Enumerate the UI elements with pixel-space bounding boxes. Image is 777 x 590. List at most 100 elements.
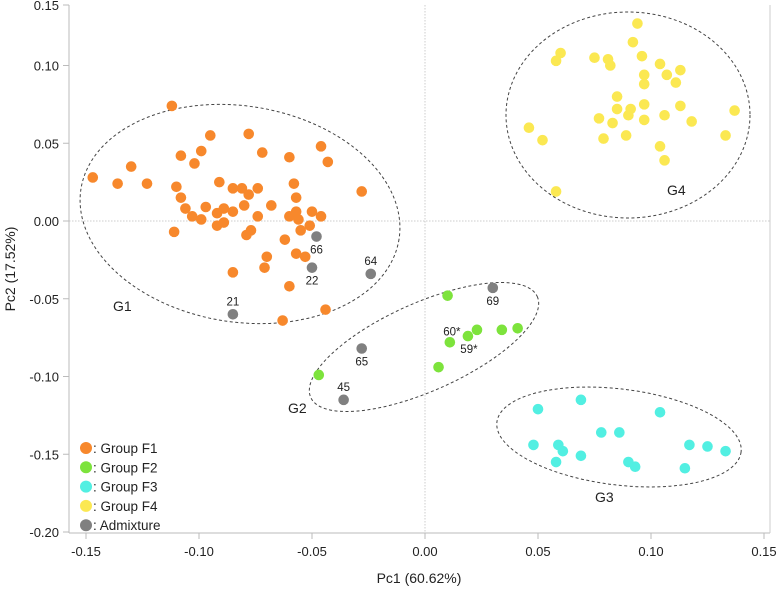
- legend-label: : Group F1: [93, 441, 158, 456]
- data-point-series-1: [252, 211, 264, 222]
- data-point-series-4: [620, 130, 632, 141]
- data-point-series-4: [632, 18, 643, 29]
- data-point-series-4: [611, 103, 623, 115]
- data-point-series-1: [315, 141, 327, 152]
- group-ellipses: [79, 11, 751, 488]
- data-point-series-4: [605, 60, 616, 71]
- data-point-series-1: [252, 183, 264, 194]
- data-point-series-4: [550, 55, 562, 67]
- data-point-series-5: [311, 231, 322, 242]
- data-point-series-5: [338, 394, 349, 406]
- data-point-series-1: [259, 262, 270, 273]
- group-label-g3: G3: [595, 489, 614, 505]
- data-point-series-4: [720, 130, 731, 141]
- legend-label: : Group F3: [93, 480, 158, 495]
- point-label: 59*: [460, 344, 478, 356]
- data-point-series-4: [523, 122, 535, 133]
- x-tick-label: -0.15: [71, 544, 101, 559]
- y-axis-label: Pc2 (17.52%): [2, 227, 18, 312]
- data-point-series-1: [243, 189, 255, 200]
- data-point-series-2: [471, 324, 483, 336]
- data-point-series-5: [365, 268, 377, 280]
- data-point-series-1: [256, 147, 268, 158]
- data-point-series-1: [320, 304, 331, 315]
- y-tick-label: -0.20: [29, 525, 59, 540]
- data-point-series-2: [496, 324, 508, 336]
- data-point-series-2: [512, 322, 523, 334]
- data-point-series-1: [171, 181, 182, 193]
- data-point-series-5: [227, 309, 239, 320]
- data-point-series-1: [87, 172, 99, 183]
- ellipse-g3: [496, 386, 742, 488]
- data-point-series-3: [702, 441, 713, 452]
- data-point-series-1: [356, 186, 368, 197]
- data-point-series-4: [675, 64, 686, 76]
- data-point-series-4: [638, 78, 650, 90]
- data-point-series-3: [684, 439, 695, 451]
- data-point-series-4: [638, 99, 650, 110]
- data-point-series-4: [638, 114, 650, 126]
- point-label: 22: [306, 276, 319, 288]
- x-tick-label: 0.00: [412, 544, 437, 559]
- data-point-series-3: [575, 450, 587, 462]
- x-tick-label: 0.05: [525, 544, 550, 559]
- y-tick-label: 0.05: [34, 136, 59, 151]
- data-point-series-3: [720, 445, 731, 457]
- data-point-series-1: [189, 158, 200, 169]
- data-point-series-2: [462, 330, 474, 342]
- x-axis-label: Pc1 (60.62%): [377, 570, 462, 586]
- data-point-series-5: [306, 262, 318, 273]
- data-point-series-1: [214, 176, 225, 188]
- x-tick-label: -0.05: [297, 544, 327, 559]
- data-point-series-4: [607, 117, 618, 129]
- data-point-series-1: [227, 206, 239, 217]
- point-label: 69: [486, 296, 499, 308]
- data-point-series-4: [550, 186, 562, 197]
- data-point-series-3: [528, 439, 539, 451]
- legend-marker: [80, 461, 92, 474]
- data-point-series-1: [284, 151, 295, 163]
- data-point-series-1: [261, 251, 273, 263]
- legend-label: : Admixture: [93, 518, 161, 533]
- data-point-series-1: [180, 203, 191, 214]
- legend-label: : Group F2: [93, 460, 158, 475]
- legend-marker: [80, 442, 92, 454]
- y-tick-label: -0.05: [29, 292, 59, 307]
- data-point-series-1: [175, 150, 187, 161]
- data-point-series-4: [654, 141, 666, 152]
- data-point-series-3: [595, 427, 607, 438]
- data-point-series-5: [356, 343, 368, 354]
- data-point-series-4: [638, 69, 650, 81]
- data-point-series-1: [166, 100, 178, 112]
- legend-label: : Group F4: [93, 499, 158, 514]
- legend-marker: [80, 480, 92, 493]
- data-point-series-4: [555, 47, 566, 59]
- y-tick-label: -0.15: [29, 447, 59, 462]
- legend-marker: [80, 519, 92, 532]
- data-point-series-1: [277, 315, 288, 326]
- data-point-series-1: [175, 192, 187, 203]
- y-tick-label: -0.10: [29, 370, 59, 385]
- data-point-series-1: [125, 161, 137, 172]
- data-point-series-1: [288, 178, 300, 189]
- data-point-series-3: [575, 394, 587, 406]
- legend-marker: [80, 499, 92, 512]
- data-point-series-1: [266, 200, 277, 211]
- data-point-series-4: [729, 105, 740, 116]
- data-point-series-1: [195, 214, 207, 225]
- ellipse-g1: [79, 103, 401, 325]
- data-point-series-3: [532, 403, 544, 415]
- ellipse-g4: [505, 11, 751, 219]
- y-tick-label: 0.00: [34, 214, 59, 229]
- data-point-series-1: [322, 156, 334, 168]
- point-label: 65: [355, 357, 368, 369]
- data-point-series-1: [315, 211, 327, 222]
- data-point-series-1: [200, 201, 212, 213]
- data-point-series-4: [659, 109, 670, 121]
- data-point-series-1: [227, 267, 239, 278]
- data-point-series-4: [623, 109, 634, 121]
- data-point-series-4: [661, 69, 673, 81]
- point-label: 21: [227, 296, 240, 308]
- group-label-g4: G4: [667, 182, 686, 198]
- group-label-g2: G2: [288, 400, 307, 416]
